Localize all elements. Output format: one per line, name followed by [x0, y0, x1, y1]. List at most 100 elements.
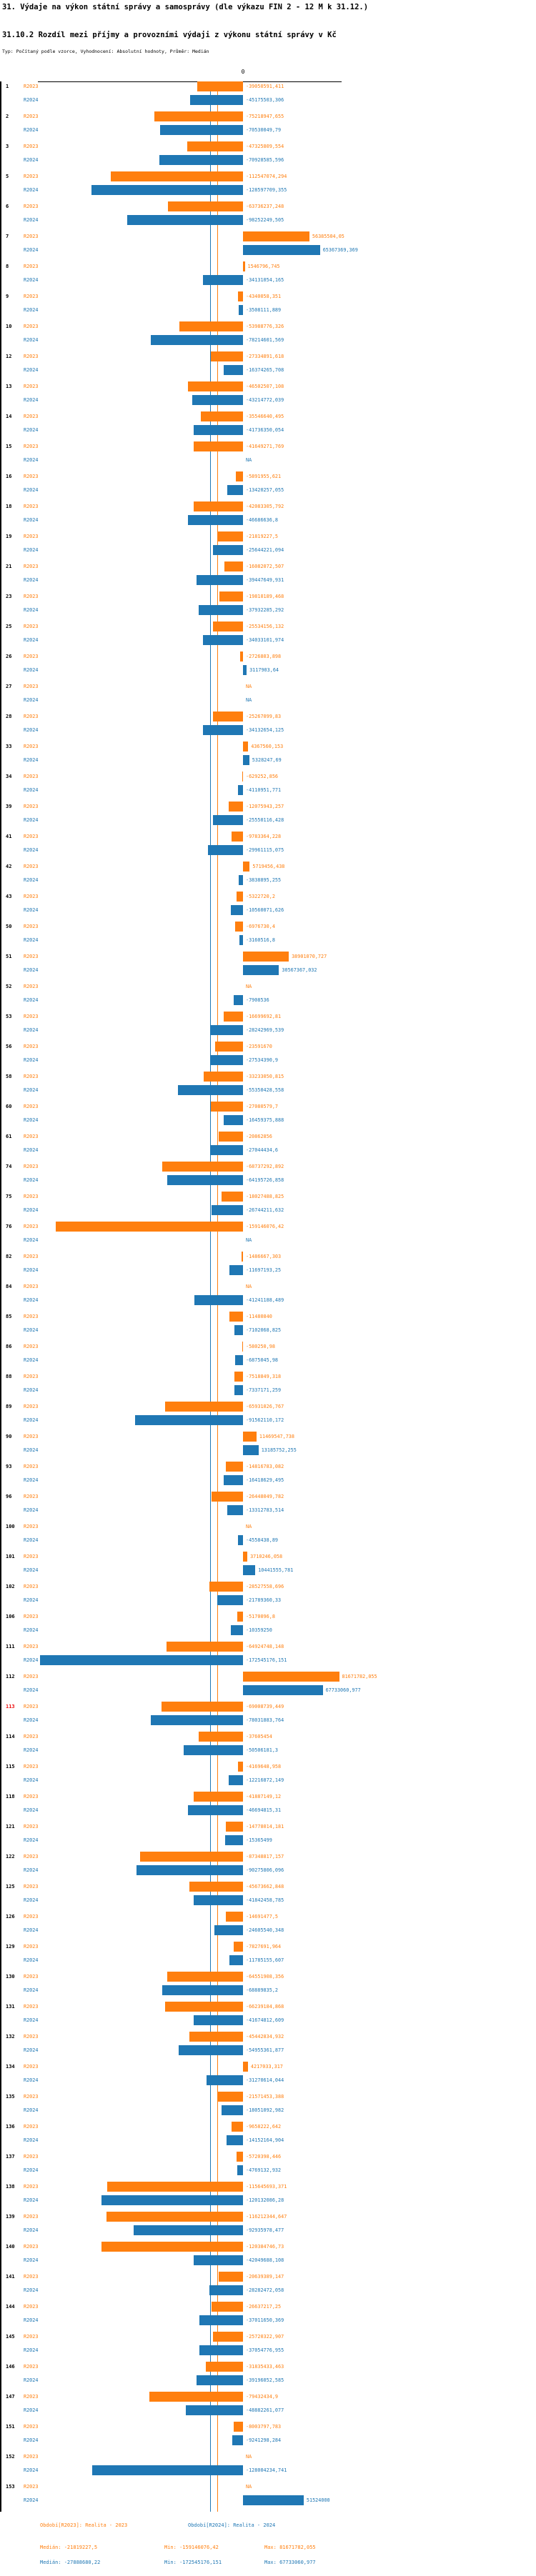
page-title: 31. Výdaje na výkon státní správy a samo… — [2, 3, 369, 11]
chart-row-line-r2024: R2024 -41241188,489 — [0, 1294, 536, 1307]
chart-row-line-r2024: R2024 -28242969,539 — [0, 1024, 536, 1037]
value-label-r2023: -11480840 — [246, 1314, 272, 1319]
chart-row-line-r2024: R2024 NA — [0, 454, 536, 467]
series-label-r2024: R2024 — [24, 606, 39, 613]
bar-r2024 — [237, 1535, 243, 1546]
bar-r2024 — [243, 965, 279, 976]
series-label-r2024: R2024 — [24, 156, 39, 163]
series-label-r2024: R2024 — [24, 2047, 39, 2053]
chart-row-line-r2023: 111 R2023 -64924748,148 — [0, 1640, 536, 1654]
bar-r2024 — [234, 1325, 243, 1336]
chart-row-line-r2023: 1 R2023 -39050591,411 — [0, 80, 536, 94]
chart-row-line-r2024: R2024 -26744211,632 — [0, 1204, 536, 1217]
chart-row-line-r2023: 60 R2023 -27080579,7 — [0, 1100, 536, 1114]
bar-r2023 — [168, 201, 243, 212]
bar-r2023 — [167, 1972, 243, 1982]
series-label-r2024: R2024 — [24, 2287, 39, 2293]
chart-row-line-r2024: R2024 -29961115,075 — [0, 844, 536, 857]
value-label-r2024: -6875045,98 — [246, 1357, 279, 1363]
bar-r2024 — [39, 1655, 243, 1666]
chart-row: 14 R2023 -35546640,495 R2024 -41736350,054 — [0, 410, 536, 440]
series-label-r2023: R2023 — [24, 174, 39, 179]
chart-row: 42 R2023 5719456,438 R2024 -3838895,255 — [0, 860, 536, 890]
bar-r2023 — [162, 1162, 243, 1172]
value-label-r2023: -27080579,7 — [246, 1104, 279, 1109]
chart-row-line-r2023: 14 R2023 -35546640,495 — [0, 410, 536, 424]
chart-row-line-r2024: R2024 -54955361,877 — [0, 2044, 536, 2057]
bar-r2024 — [214, 1925, 243, 1936]
chart-row-line-r2023: 121 R2023 -14778014,181 — [0, 1820, 536, 1834]
chart-row: 6 R2023 -63736237,248 R2024 -98252249,505 — [0, 200, 536, 230]
bar-r2023 — [199, 1732, 243, 1742]
bar-r2024 — [127, 215, 243, 226]
chart-row-line-r2024: R2024 -34131054,165 — [0, 274, 536, 287]
chart-row: 140 R2023 -120384746,73 R2024 -42049688,108 — [0, 2240, 536, 2270]
value-label-r2024: -55350428,558 — [246, 1087, 284, 1093]
value-label-r2023: -64551908,356 — [246, 1974, 284, 1980]
value-label-r2024: -42049688,108 — [246, 2257, 284, 2263]
value-label-r2023: -23591670 — [246, 1044, 272, 1049]
value-label-r2024: -41842458,785 — [246, 1897, 284, 1903]
chart-row: 74 R2023 -68737292,892 R2024 -64195726,858 — [0, 1160, 536, 1190]
series-label-r2023: R2023 — [24, 1314, 39, 1319]
bar-r2023 — [193, 501, 243, 512]
chart-row: 131 R2023 -66239184,868 R2024 -41674812,609 — [0, 2000, 536, 2030]
value-label-r2023: 4217033,317 — [250, 2064, 283, 2070]
bar-r2024 — [178, 2045, 243, 2056]
row-number: 102 — [6, 1584, 15, 1589]
row-number: 125 — [6, 1884, 15, 1889]
legend-period-r2023: Období[R2023]: Realita - 2023 — [40, 2522, 128, 2528]
value-label-r2023: -25534156,132 — [246, 624, 284, 629]
series-label-r2024: R2024 — [24, 1027, 39, 1033]
bar-r2024 — [232, 2435, 243, 2446]
series-label-r2023: R2023 — [24, 2304, 39, 2310]
series-label-r2024: R2024 — [24, 1417, 39, 1423]
chart-row: 129 R2023 -7827691,964 R2024 -11785155,607 — [0, 1940, 536, 1970]
value-label-r2024: -16459375,888 — [246, 1117, 284, 1123]
value-label-r2023: -45673662,848 — [246, 1884, 284, 1889]
row-number: 101 — [6, 1554, 15, 1559]
bar-r2023 — [243, 231, 309, 242]
chart-row: 28 R2023 -25267099,83 R2024 -34132654,125 — [0, 710, 536, 740]
chart-row-line-r2024: R2024 -24605540,348 — [0, 1924, 536, 1937]
series-label-r2023: R2023 — [24, 2064, 39, 2070]
row-number: 93 — [6, 1464, 12, 1469]
series-label-r2024: R2024 — [24, 967, 39, 973]
series-label-r2024: R2024 — [24, 2017, 39, 2023]
row-number: 23 — [6, 594, 12, 599]
bar-r2023 — [229, 1312, 243, 1322]
value-label-r2024: -41241188,489 — [246, 1297, 284, 1303]
chart-row-line-r2023: 6 R2023 -63736237,248 — [0, 200, 536, 214]
value-label-r2024: 5328247,69 — [252, 757, 282, 763]
series-label-r2023: R2023 — [24, 2454, 39, 2460]
chart-row: 126 R2023 -14691477,5 R2024 -24605540,348 — [0, 1910, 536, 1940]
value-label-r2024: -70530049,79 — [246, 126, 282, 133]
bar-r2024 — [222, 2105, 243, 2116]
bar-r2023 — [140, 1852, 243, 1862]
bar-r2023 — [237, 291, 243, 302]
chart-row-line-r2024: R2024 -41736350,054 — [0, 424, 536, 437]
series-label-r2024: R2024 — [24, 456, 39, 463]
value-label-r2024: NA — [246, 1237, 252, 1243]
bar-r2024 — [243, 755, 249, 766]
row-number: 82 — [6, 1254, 12, 1259]
chart-row-line-r2024: R2024 -48882261,077 — [0, 2404, 536, 2417]
chart-row: 146 R2023 -31835433,463 R2024 -39196052,585 — [0, 2360, 536, 2390]
chart-row-line-r2023: 84 R2023 NA — [0, 1280, 536, 1294]
chart-row-line-r2023: 136 R2023 -9658222,642 — [0, 2120, 536, 2134]
series-label-r2024: R2024 — [24, 546, 39, 553]
chart-row-line-r2023: 21 R2023 -16082072,507 — [0, 560, 536, 574]
row-number: 134 — [6, 2064, 15, 2070]
bar-r2024 — [91, 185, 243, 196]
value-label-r2024: -26744211,632 — [246, 1207, 284, 1213]
chart-row-line-r2024: R2024 -13312783,514 — [0, 1504, 536, 1517]
chart-row-line-r2023: 88 R2023 -7518849,318 — [0, 1370, 536, 1384]
series-label-r2024: R2024 — [24, 1207, 39, 1213]
bar-r2024 — [188, 515, 243, 526]
row-number: 27 — [6, 684, 12, 689]
series-label-r2023: R2023 — [24, 324, 39, 329]
bar-r2024 — [194, 1895, 243, 1906]
series-label-r2023: R2023 — [24, 2244, 39, 2250]
bar-r2023 — [106, 2212, 243, 2222]
chart-row-line-r2024: R2024 -4769132,932 — [0, 2164, 536, 2177]
